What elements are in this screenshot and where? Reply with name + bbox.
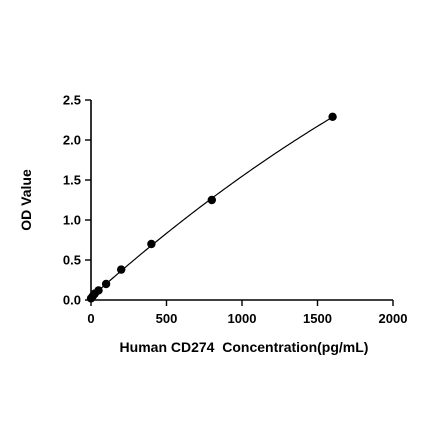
y-tick-label: 0.5 xyxy=(63,253,81,268)
y-tick-label: 0.0 xyxy=(63,293,81,308)
x-axis-title: Human CD274 Concentration(pg/mL) xyxy=(120,339,369,355)
y-tick-label: 1.0 xyxy=(63,213,81,228)
data-point xyxy=(94,286,103,295)
data-point xyxy=(207,195,216,205)
x-axis: 0 500 1000 1500 2000 xyxy=(87,299,408,326)
data-point xyxy=(147,239,156,249)
x-tick-label: 1500 xyxy=(303,311,332,326)
x-tick-label: 1000 xyxy=(228,311,257,326)
x-tick-label: 500 xyxy=(156,311,178,326)
y-tick-label: 2.5 xyxy=(63,93,81,108)
y-axis-title: OD Value xyxy=(18,169,34,231)
y-tick-label: 2.0 xyxy=(63,133,81,148)
fit-curve-layer xyxy=(90,116,333,298)
data-point xyxy=(101,279,111,289)
y-tick-label: 1.5 xyxy=(63,173,81,188)
data-points xyxy=(86,112,337,303)
x-tick-label: 2000 xyxy=(379,311,408,326)
y-axis: 0.0 0.5 1.0 1.5 2.0 2.5 xyxy=(63,93,92,308)
plot-area: 0.0 0.5 1.0 1.5 2.0 2.5 0 500 1000 1500 2000 xyxy=(63,93,408,327)
data-point xyxy=(328,112,337,122)
fit-curve xyxy=(90,116,333,298)
x-tick-label: 0 xyxy=(87,311,94,326)
data-point xyxy=(117,265,126,274)
